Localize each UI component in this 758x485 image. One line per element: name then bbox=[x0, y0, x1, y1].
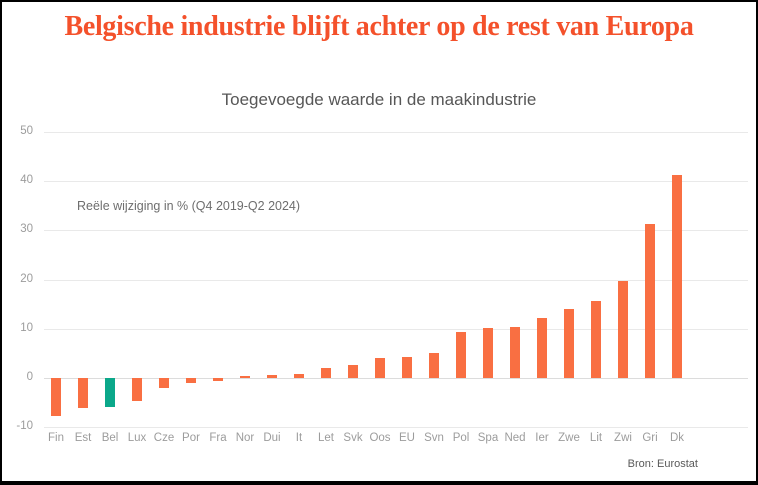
x-axis-label-Pol: Pol bbox=[452, 432, 470, 444]
x-axis-label-Cze: Cze bbox=[153, 432, 175, 444]
bar-Por bbox=[186, 378, 196, 383]
x-axis-label-Oos: Oos bbox=[369, 432, 391, 444]
chart-title: Belgische industrie blijft achter op de … bbox=[64, 11, 694, 42]
source-label: Bron: Eurostat bbox=[627, 458, 698, 470]
x-axis-label-Bel: Bel bbox=[101, 432, 119, 444]
bar-Oos bbox=[375, 357, 385, 379]
bar-Dk bbox=[672, 174, 682, 379]
x-axis-label-Dk: Dk bbox=[669, 432, 685, 444]
bar-Cze bbox=[159, 378, 169, 389]
gridline-20 bbox=[44, 279, 748, 281]
y-axis-label-0: 0 bbox=[26, 371, 33, 384]
bar-Zwe bbox=[564, 308, 574, 379]
bar-Gri bbox=[645, 224, 655, 379]
y-axis-label-20: 20 bbox=[20, 272, 33, 285]
bar-It bbox=[294, 374, 304, 379]
bar-Fra bbox=[213, 378, 223, 382]
bar-Dui bbox=[267, 375, 277, 379]
x-axis-label-Svn: Svn bbox=[424, 432, 444, 444]
bar-Svk bbox=[348, 364, 358, 379]
chart-annotation: Reële wijziging in % (Q4 2019-Q2 2024) bbox=[77, 199, 301, 213]
x-axis-label-Por: Por bbox=[182, 432, 200, 444]
x-axis-label-Zwi: Zwi bbox=[614, 432, 632, 444]
bar-Bel bbox=[105, 378, 115, 408]
gridline-10 bbox=[44, 328, 748, 330]
bar-Ier bbox=[537, 318, 547, 379]
x-axis-label-Let: Let bbox=[318, 432, 334, 444]
x-axis-label-Zwe: Zwe bbox=[558, 432, 580, 444]
bar-Svn bbox=[429, 353, 439, 379]
bar-Est bbox=[78, 378, 88, 408]
x-axis-label-Est: Est bbox=[74, 432, 92, 444]
chart-subtitle: Toegevoegde waarde in de maakindustrie bbox=[221, 90, 537, 109]
x-axis-label-Svk: Svk bbox=[343, 432, 363, 444]
x-axis-label-Nor: Nor bbox=[235, 432, 255, 444]
x-axis-label-Ned: Ned bbox=[504, 432, 526, 444]
gridline-40 bbox=[44, 181, 748, 183]
gridline--10 bbox=[44, 427, 748, 429]
x-axis-label-Gri: Gri bbox=[642, 432, 658, 444]
x-axis-label-Dui: Dui bbox=[263, 432, 281, 444]
y-axis-label-30: 30 bbox=[20, 223, 33, 236]
y-axis-label--10: -10 bbox=[16, 420, 33, 433]
x-axis-label-Lux: Lux bbox=[127, 432, 147, 444]
y-axis-label-10: 10 bbox=[20, 321, 33, 334]
gridline-30 bbox=[44, 230, 748, 232]
bar-EU bbox=[402, 356, 412, 379]
bar-Zwi bbox=[618, 280, 628, 379]
x-axis-label-EU: EU bbox=[399, 432, 415, 444]
x-axis-label-Fra: Fra bbox=[209, 432, 227, 444]
bar-Pol bbox=[456, 332, 466, 379]
x-axis-label-Fin: Fin bbox=[48, 432, 64, 444]
x-axis-label-It: It bbox=[295, 432, 303, 444]
x-axis-label-Spa: Spa bbox=[477, 432, 499, 444]
bar-Lux bbox=[132, 378, 142, 402]
bar-Fin bbox=[51, 378, 61, 416]
bar-Nor bbox=[240, 375, 250, 379]
bar-Ned bbox=[510, 326, 520, 379]
bar-Lit bbox=[591, 301, 601, 379]
x-axis-label-Ier: Ier bbox=[535, 432, 549, 444]
bar-Spa bbox=[483, 327, 493, 379]
x-axis-label-Lit: Lit bbox=[589, 432, 603, 444]
y-axis-label-40: 40 bbox=[20, 174, 33, 187]
gridline-50 bbox=[44, 132, 748, 133]
bar-Let bbox=[321, 367, 331, 379]
gridline-0 bbox=[44, 378, 748, 380]
y-axis-label-50: 50 bbox=[20, 125, 33, 137]
